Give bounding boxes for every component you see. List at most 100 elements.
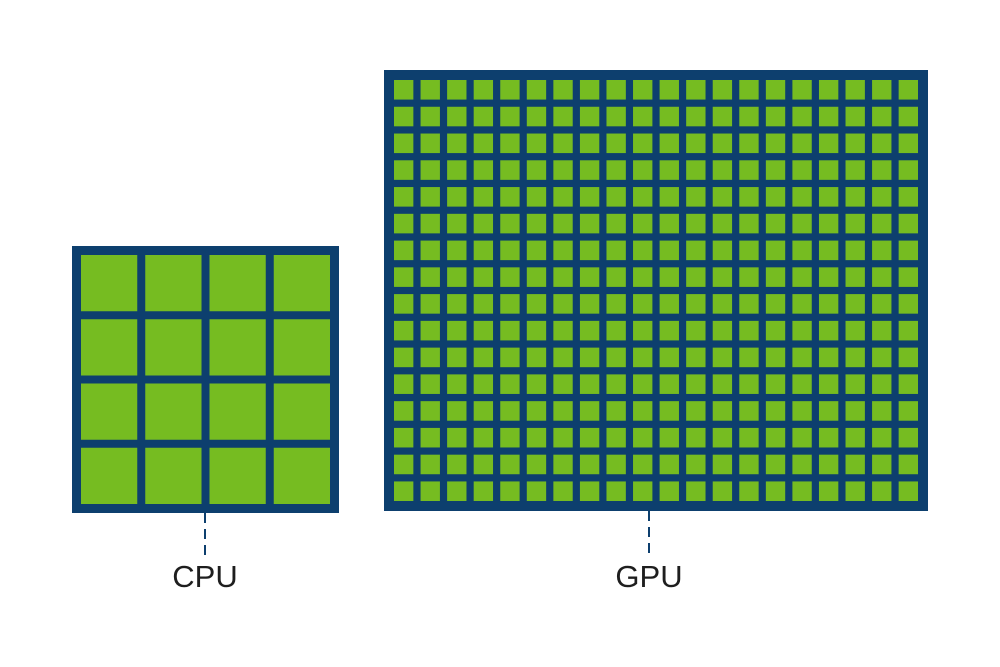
gpu-core xyxy=(712,454,733,475)
gpu-core xyxy=(818,133,839,154)
gpu-core xyxy=(394,160,414,180)
gpu-core xyxy=(447,347,467,368)
gpu-core xyxy=(394,401,414,421)
gpu-core xyxy=(845,133,865,154)
gpu-core xyxy=(553,481,573,501)
gpu-core xyxy=(659,133,679,154)
gpu-core xyxy=(686,374,706,394)
gpu-core xyxy=(553,213,573,234)
gpu-core xyxy=(500,106,520,127)
gpu-core xyxy=(394,133,414,154)
gpu-core xyxy=(553,347,573,368)
gpu-core xyxy=(739,133,759,154)
gpu-core xyxy=(606,106,626,127)
gpu-core xyxy=(686,240,706,261)
gpu-core xyxy=(792,320,812,341)
gpu-core xyxy=(394,240,414,261)
gpu-core xyxy=(686,80,706,100)
cpu-core xyxy=(145,319,202,376)
gpu-core xyxy=(845,80,865,100)
gpu-core xyxy=(500,80,520,100)
gpu-core xyxy=(447,267,467,287)
cpu-core xyxy=(81,255,138,312)
gpu-core xyxy=(845,160,865,180)
gpu-core xyxy=(473,401,494,421)
gpu-core xyxy=(712,106,733,127)
gpu-core xyxy=(818,240,839,261)
gpu-core xyxy=(420,187,440,207)
gpu-core xyxy=(739,213,759,234)
gpu-core xyxy=(659,294,679,314)
gpu-core xyxy=(686,267,706,287)
gpu-core xyxy=(872,347,892,368)
gpu-core xyxy=(686,401,706,421)
gpu-core xyxy=(792,481,812,501)
gpu-core xyxy=(818,320,839,341)
gpu-core xyxy=(659,240,679,261)
gpu-core xyxy=(579,401,600,421)
gpu-core xyxy=(792,427,812,448)
gpu-core xyxy=(898,294,918,314)
gpu-core xyxy=(739,347,759,368)
gpu-core xyxy=(872,133,892,154)
gpu-core xyxy=(898,240,918,261)
cpu-core xyxy=(145,447,202,504)
gpu-core xyxy=(579,320,600,341)
cpu-core xyxy=(145,255,202,312)
gpu-core xyxy=(447,374,467,394)
cpu-core xyxy=(81,383,138,440)
gpu-core xyxy=(420,80,440,100)
gpu-core xyxy=(633,427,653,448)
gpu-core xyxy=(872,213,892,234)
gpu-core xyxy=(872,320,892,341)
gpu-core xyxy=(792,454,812,475)
gpu-core xyxy=(898,347,918,368)
gpu-core xyxy=(606,347,626,368)
gpu-core xyxy=(473,267,494,287)
gpu-core xyxy=(606,427,626,448)
gpu-core xyxy=(712,374,733,394)
gpu-core xyxy=(659,160,679,180)
gpu-core xyxy=(739,294,759,314)
gpu-core xyxy=(686,320,706,341)
gpu-core xyxy=(659,80,679,100)
gpu-core xyxy=(845,106,865,127)
gpu-core xyxy=(845,267,865,287)
gpu-core xyxy=(792,80,812,100)
cpu-core xyxy=(209,319,266,376)
gpu-core xyxy=(394,481,414,501)
gpu-core xyxy=(500,401,520,421)
gpu-core xyxy=(473,427,494,448)
gpu-core xyxy=(898,133,918,154)
gpu-core xyxy=(553,80,573,100)
gpu-core xyxy=(633,80,653,100)
gpu-core xyxy=(473,80,494,100)
gpu-core xyxy=(792,187,812,207)
gpu-core xyxy=(712,401,733,421)
gpu-core xyxy=(765,267,786,287)
gpu-core xyxy=(420,454,440,475)
gpu-core xyxy=(447,187,467,207)
gpu-core xyxy=(712,240,733,261)
gpu-core xyxy=(447,454,467,475)
gpu-core xyxy=(526,160,547,180)
gpu-core xyxy=(712,80,733,100)
gpu-core xyxy=(633,160,653,180)
gpu-core xyxy=(686,106,706,127)
gpu-core xyxy=(898,320,918,341)
gpu-core xyxy=(792,294,812,314)
gpu-core xyxy=(500,427,520,448)
gpu-core xyxy=(553,320,573,341)
gpu-core xyxy=(765,160,786,180)
gpu-core xyxy=(765,294,786,314)
gpu-core xyxy=(659,401,679,421)
gpu-core xyxy=(420,320,440,341)
gpu-core xyxy=(659,267,679,287)
gpu-core xyxy=(765,481,786,501)
gpu-core xyxy=(526,374,547,394)
gpu-core xyxy=(553,187,573,207)
gpu-core xyxy=(712,427,733,448)
gpu-core xyxy=(606,401,626,421)
